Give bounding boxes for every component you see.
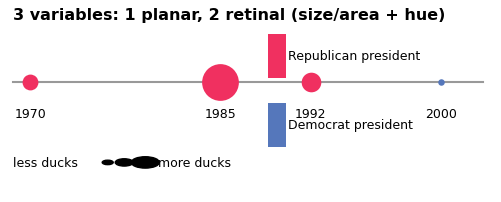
Circle shape bbox=[131, 157, 159, 168]
Text: 2000: 2000 bbox=[425, 107, 457, 120]
Point bbox=[26, 81, 34, 84]
Circle shape bbox=[115, 159, 133, 166]
Text: 1992: 1992 bbox=[295, 107, 326, 120]
Point bbox=[216, 81, 224, 84]
Text: more ducks: more ducks bbox=[158, 156, 231, 169]
Text: Republican president: Republican president bbox=[288, 50, 420, 63]
Text: Democrat president: Democrat president bbox=[288, 119, 413, 132]
Text: 1985: 1985 bbox=[204, 107, 236, 120]
Text: 1970: 1970 bbox=[14, 107, 46, 120]
Text: less ducks: less ducks bbox=[13, 156, 77, 169]
Point bbox=[437, 81, 445, 84]
Circle shape bbox=[102, 160, 113, 165]
Point bbox=[307, 81, 315, 84]
Bar bbox=[268, 103, 286, 147]
Text: 3 variables: 1 planar, 2 retinal (size/area + hue): 3 variables: 1 planar, 2 retinal (size/a… bbox=[13, 8, 445, 23]
Bar bbox=[268, 34, 286, 79]
